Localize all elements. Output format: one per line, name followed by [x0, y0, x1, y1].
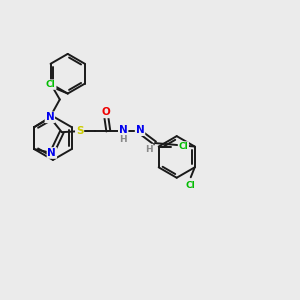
Text: H: H [119, 135, 127, 144]
Text: Cl: Cl [186, 181, 196, 190]
Text: H: H [145, 145, 153, 154]
Text: N: N [136, 125, 144, 135]
Text: N: N [46, 112, 54, 122]
Text: S: S [76, 126, 83, 136]
Text: Cl: Cl [46, 80, 56, 89]
Text: N: N [47, 148, 56, 158]
Text: Cl: Cl [178, 142, 188, 151]
Text: N: N [119, 125, 128, 135]
Text: O: O [102, 107, 111, 117]
